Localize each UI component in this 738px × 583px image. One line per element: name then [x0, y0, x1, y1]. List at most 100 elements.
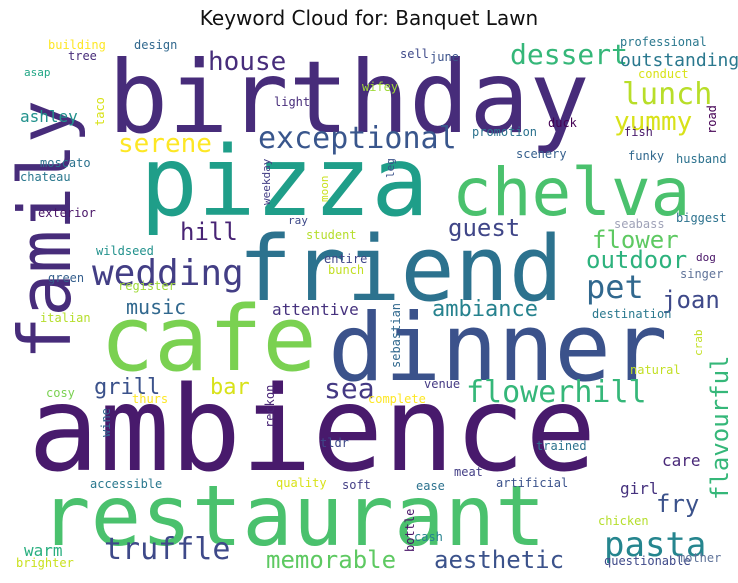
- word-guest: guest: [448, 214, 520, 242]
- word-bunch: bunch: [328, 263, 364, 277]
- word-dessert: dessert: [510, 38, 628, 71]
- word-husband: husband: [676, 152, 727, 166]
- word-moscato: moscato: [40, 156, 91, 170]
- word-soft: soft: [342, 478, 371, 492]
- word-chicken: chicken: [598, 514, 649, 528]
- word-sebastian: sebastian: [389, 303, 403, 368]
- word-pet: pet: [586, 268, 644, 306]
- word-birthday: birthday: [108, 39, 590, 156]
- word-leg: leg: [384, 158, 397, 178]
- word-fish: fish: [624, 125, 653, 139]
- word-wedding: wedding: [92, 253, 244, 294]
- word-dog: dog: [696, 251, 716, 264]
- word-cosy: cosy: [46, 386, 75, 400]
- word-accessible: accessible: [90, 477, 162, 491]
- word-serene: serene: [118, 129, 212, 159]
- word-pizza: pizza: [140, 126, 429, 238]
- word-bottle: bottle: [403, 509, 417, 552]
- word-memorable: memorable: [266, 546, 396, 574]
- word-care: care: [662, 451, 701, 470]
- word-flavourful: flavourful: [706, 356, 734, 501]
- word-complete: complete: [368, 392, 426, 406]
- word-ray: ray: [288, 214, 308, 227]
- word-friend: friend: [238, 217, 563, 322]
- word-venue: venue: [424, 377, 460, 391]
- word-natural: natural: [630, 363, 681, 377]
- word-chelva: chelva: [452, 154, 690, 231]
- word-bar: bar: [210, 375, 250, 400]
- word-warm: warm: [24, 541, 63, 560]
- word-destination: destination: [592, 307, 671, 321]
- word-moon: moon: [318, 176, 331, 203]
- word-family: family: [3, 100, 87, 360]
- word-music: music: [126, 295, 186, 319]
- word-cash: cash: [414, 530, 443, 544]
- word-promotion: promotion: [472, 125, 537, 139]
- word-wildseed: wildseed: [96, 244, 154, 258]
- word-artificial: artificial: [496, 476, 568, 490]
- word-fry: fry: [656, 490, 699, 518]
- word-questionable: questionable: [604, 554, 691, 568]
- word-professional: professional: [620, 35, 707, 49]
- word-funky: funky: [628, 149, 664, 163]
- word-dinner: dinner: [328, 294, 668, 403]
- word-biggest: biggest: [676, 211, 727, 225]
- word-pasta: pasta: [604, 525, 706, 565]
- word-chateau: chateau: [20, 170, 71, 184]
- word-ambience: ambience: [28, 360, 596, 498]
- word-ambiance: ambiance: [432, 297, 538, 322]
- word-restaurant: restaurant: [40, 467, 546, 565]
- word-brighter: brighter: [16, 556, 74, 570]
- word-grill: grill: [94, 375, 160, 400]
- word-wine: wine: [99, 408, 113, 437]
- word-student: student: [306, 228, 357, 242]
- word-seabass: seabass: [614, 217, 665, 231]
- word-weekday: weekday: [260, 158, 273, 205]
- word-exceptional: exceptional: [258, 121, 457, 156]
- word-conduct: conduct: [638, 67, 689, 81]
- word-green: green: [48, 271, 84, 285]
- word-june: june: [430, 50, 459, 64]
- word-light: light: [274, 95, 310, 109]
- word-asap: asap: [24, 66, 51, 79]
- word-flower: flower: [592, 226, 679, 254]
- word-joan: joan: [662, 286, 720, 314]
- word-yummy: yummy: [614, 107, 692, 137]
- word-hill: hill: [180, 218, 238, 246]
- word-wifey: wifey: [362, 80, 398, 94]
- word-crab: crab: [692, 330, 705, 357]
- word-taco: taco: [93, 97, 107, 126]
- word-singer: singer: [680, 267, 723, 281]
- word-trained: trained: [536, 439, 587, 453]
- word-exterior: exterior: [38, 206, 96, 220]
- word-duck: duck: [548, 116, 578, 130]
- word-quality: quality: [276, 476, 327, 490]
- word-girl: girl: [620, 479, 659, 498]
- word-scenery: scenery: [516, 147, 567, 161]
- chart-title: Keyword Cloud for: Banquet Lawn: [199, 6, 539, 30]
- word-truffle: truffle: [104, 532, 230, 567]
- word-sell: sell: [400, 47, 429, 61]
- word-outstanding: outstanding: [620, 50, 738, 71]
- word-thurs: thurs: [132, 392, 168, 406]
- word-design: design: [134, 38, 177, 52]
- word-italian: italian: [40, 311, 91, 325]
- word-lunch: lunch: [622, 77, 712, 112]
- word-house: house: [208, 47, 286, 77]
- word-building: building: [48, 38, 106, 52]
- word-meat: meat: [454, 465, 483, 479]
- word-aesthetic: aesthetic: [434, 546, 564, 574]
- word-flowerhill: flowerhill: [466, 375, 647, 410]
- word-tree: tree: [68, 49, 97, 63]
- word-ease: ease: [416, 479, 445, 493]
- word-register: register: [118, 279, 176, 293]
- word-cafe: cafe: [100, 287, 317, 392]
- word-reckon: reckon: [263, 385, 277, 428]
- word-entire: entire: [324, 252, 367, 266]
- word-outdoor: outdoor: [586, 246, 687, 274]
- word-sea: sea: [324, 372, 375, 405]
- word-attentive: attentive: [272, 300, 359, 319]
- word-road: road: [705, 105, 719, 134]
- word-ashley: ashley: [20, 107, 78, 126]
